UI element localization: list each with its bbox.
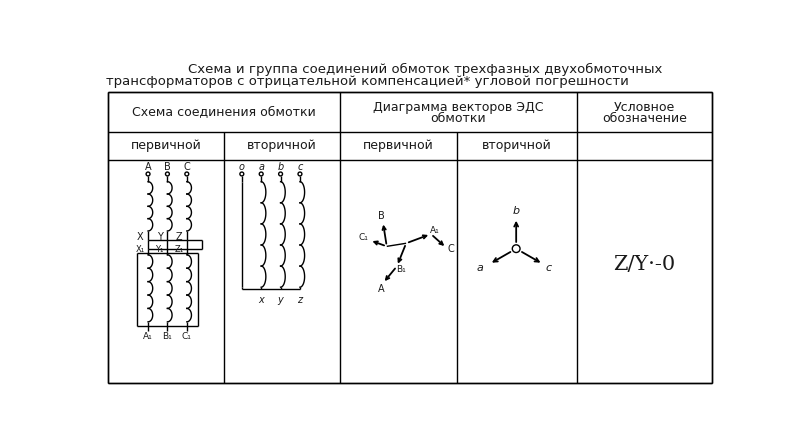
Text: Z: Z bbox=[176, 232, 182, 242]
Text: C₁: C₁ bbox=[358, 233, 369, 242]
Text: B: B bbox=[164, 162, 171, 172]
Text: Z/Y·-0: Z/Y·-0 bbox=[614, 255, 675, 273]
Text: A: A bbox=[378, 284, 385, 294]
Text: Схема соединения обмотки: Схема соединения обмотки bbox=[132, 106, 316, 119]
Text: A: A bbox=[145, 162, 151, 172]
Text: c: c bbox=[546, 263, 551, 273]
Text: трансформаторов с отрицательной компенсацией* угловой погрешности: трансформаторов с отрицательной компенса… bbox=[106, 75, 629, 89]
Text: a: a bbox=[258, 162, 264, 172]
Text: C: C bbox=[183, 162, 190, 172]
Text: C: C bbox=[448, 245, 454, 255]
Text: X: X bbox=[137, 232, 144, 242]
Text: c: c bbox=[298, 162, 302, 172]
Text: обозначение: обозначение bbox=[602, 112, 687, 125]
Text: a: a bbox=[477, 263, 483, 273]
Text: o: o bbox=[239, 162, 245, 172]
Text: Условное: Условное bbox=[614, 101, 675, 114]
Text: z: z bbox=[298, 295, 302, 305]
Text: Y₁: Y₁ bbox=[155, 245, 164, 254]
Text: обмотки: обмотки bbox=[430, 112, 486, 125]
Text: b: b bbox=[513, 206, 520, 216]
Text: Y: Y bbox=[157, 232, 162, 242]
Text: b: b bbox=[278, 162, 284, 172]
Text: первичной: первичной bbox=[130, 140, 202, 152]
Text: A₁: A₁ bbox=[143, 332, 153, 341]
Text: Схема и группа соединений обмоток трехфазных двухобмоточных: Схема и группа соединений обмоток трехфа… bbox=[188, 63, 662, 76]
Text: вторичной: вторичной bbox=[482, 140, 551, 152]
Text: C₁: C₁ bbox=[182, 332, 192, 341]
Text: B₁: B₁ bbox=[162, 332, 172, 341]
Text: B: B bbox=[378, 211, 385, 221]
Text: A₁: A₁ bbox=[430, 226, 440, 235]
Text: первичной: первичной bbox=[363, 140, 434, 152]
Text: x: x bbox=[258, 295, 264, 305]
Text: Z₁: Z₁ bbox=[174, 245, 184, 254]
Text: Диаграмма векторов ЭДС: Диаграмма векторов ЭДС bbox=[373, 101, 544, 114]
Text: X₁: X₁ bbox=[136, 245, 145, 254]
Text: вторичной: вторичной bbox=[247, 140, 317, 152]
Text: y: y bbox=[278, 295, 283, 305]
Text: B₁: B₁ bbox=[396, 265, 406, 274]
